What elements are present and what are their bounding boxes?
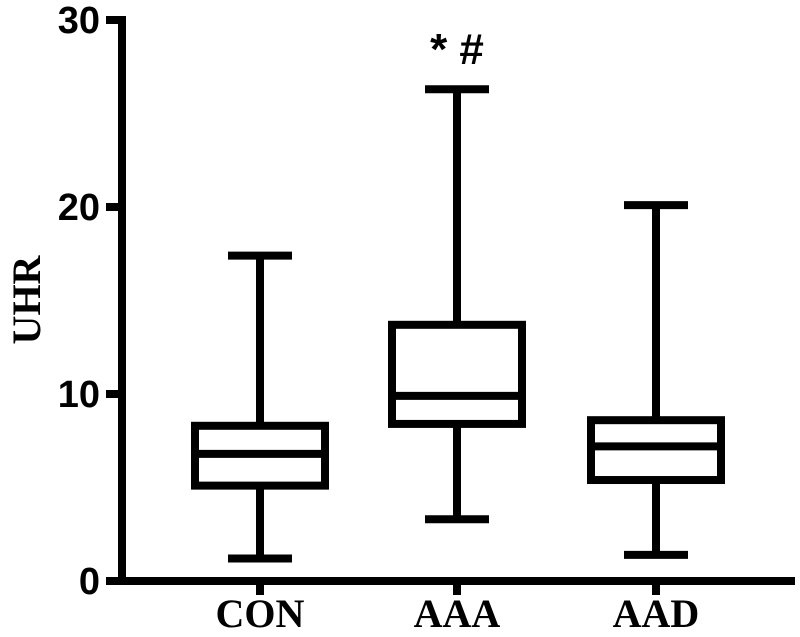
y-tick-label: 30 [58, 0, 100, 42]
y-axis-title: UHR [4, 254, 49, 344]
box-aad [587, 201, 725, 559]
box-con [191, 251, 329, 563]
y-tick-label: 10 [58, 374, 100, 416]
iqr-box [388, 320, 526, 428]
boxes [191, 85, 725, 563]
x-category-label: CON [216, 591, 305, 636]
annotations: * # [430, 25, 484, 74]
y-axis-ticks: 0 10 20 30 [58, 0, 122, 603]
box-aaa [388, 85, 526, 524]
x-category-label: AAA [414, 591, 501, 636]
significance-annotation: * # [430, 25, 484, 74]
x-category-label: AAD [613, 591, 700, 636]
y-tick-label: 20 [58, 187, 100, 229]
x-axis-categories: CON AAA AAD [216, 581, 700, 636]
y-tick-label: 0 [79, 561, 100, 603]
